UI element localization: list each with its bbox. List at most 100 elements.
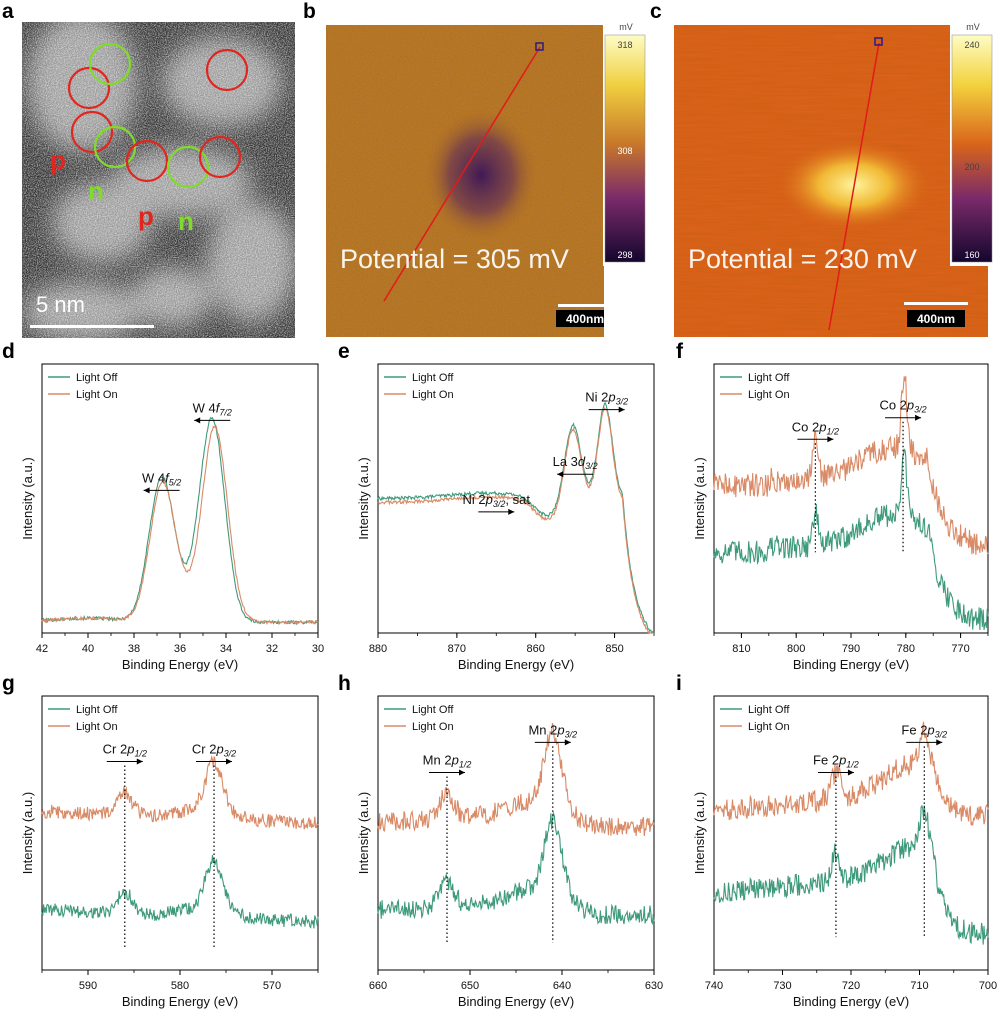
p-region-circle <box>205 48 249 92</box>
legend-label-on: Light On <box>76 721 118 733</box>
p-label: p <box>138 201 154 231</box>
legend-label-on: Light On <box>412 721 454 733</box>
x-tick-label: 40 <box>82 643 94 655</box>
xps-chart-co2p: 810 800 790 780 770 Binding Energy (eV) Intens… <box>692 363 989 672</box>
x-tick-label: 32 <box>266 643 278 655</box>
series-light-on <box>713 721 989 826</box>
peak-label: Ni 2p3/2, sat <box>463 492 531 509</box>
shift-arrow-head <box>618 406 625 413</box>
panel-letter-d: d <box>2 340 15 363</box>
plot-frame <box>41 363 319 634</box>
panel-letter-e: e <box>338 340 350 363</box>
peak-label: Cr 2p1/2 <box>103 742 147 759</box>
scale-bar-label: 400nm <box>566 312 604 326</box>
svg-text:160: 160 <box>964 250 979 260</box>
y-axis-label: Intensity (a.u.) <box>356 457 371 539</box>
svg-text:318: 318 <box>617 40 632 50</box>
xps-chart-mn2p: 660 650 640 630 Binding Energy (eV) Intensity… <box>356 695 663 1009</box>
series-light-on <box>41 425 319 626</box>
kpfm-map-c: Potential = 230 mV 400nm <box>674 25 988 337</box>
potential-label: Potential = 230 mV <box>688 244 917 274</box>
x-tick-label: 740 <box>705 980 723 992</box>
x-tick-label: 700 <box>979 980 997 992</box>
shift-arrow-head <box>936 739 943 746</box>
x-tick-label: 790 <box>842 643 860 655</box>
shift-arrow-head <box>194 417 201 424</box>
x-tick-label: 36 <box>174 643 186 655</box>
x-tick-label: 710 <box>910 980 928 992</box>
line-profile <box>828 42 880 331</box>
x-axis-label: Binding Energy (eV) <box>793 657 909 672</box>
x-tick-label: 810 <box>732 643 750 655</box>
panel-letter-h: h <box>338 672 351 695</box>
scale-bar <box>30 325 154 328</box>
x-axis-label: Binding Energy (eV) <box>122 994 238 1009</box>
panel-letter-g: g <box>2 672 15 695</box>
shift-arrow-head <box>143 487 150 494</box>
scale-bar-label: 400nm <box>917 312 955 326</box>
y-axis-label: Intensity (a.u.) <box>20 792 35 874</box>
stem-image: p n p n 5 nm <box>22 22 295 338</box>
legend-label-on: Light On <box>412 389 454 401</box>
x-tick-label: 720 <box>842 980 860 992</box>
x-axis-label: Binding Energy (eV) <box>793 994 909 1009</box>
n-label: n <box>88 176 104 206</box>
x-axis-label: Binding Energy (eV) <box>458 994 574 1009</box>
legend-label-off: Light Off <box>412 372 454 384</box>
plot-frame <box>377 695 655 971</box>
shift-arrow-head <box>226 758 233 765</box>
legend-label-off: Light Off <box>748 704 790 716</box>
svg-text:240: 240 <box>964 40 979 50</box>
x-tick-label: 590 <box>79 980 97 992</box>
shift-arrow-head <box>847 769 854 776</box>
series-light-off <box>713 804 989 945</box>
peak-label: La 3d3/2 <box>553 454 598 471</box>
svg-text:200: 200 <box>964 162 979 172</box>
n-region-circle <box>93 125 137 169</box>
series-light-on <box>377 407 654 635</box>
xps-chart-w4f: 42 40 38 36 34 32 30 Binding Energy (eV) Intensi… <box>20 363 324 672</box>
x-tick-label: 780 <box>897 643 915 655</box>
peak-label: Fe 2p1/2 <box>813 753 859 770</box>
y-axis-label: Intensity (a.u.) <box>356 792 371 874</box>
x-tick-label: 770 <box>951 643 969 655</box>
peak-label: Mn 2p3/2 <box>528 722 577 739</box>
svg-text:308: 308 <box>617 146 632 156</box>
x-tick-label: 880 <box>369 643 387 655</box>
panel-letter-a: a <box>2 0 14 23</box>
peak-label: W 4f7/2 <box>193 400 232 417</box>
panel-letter-b: b <box>303 0 316 23</box>
x-tick-label: 870 <box>448 643 466 655</box>
p-region-circle <box>125 139 169 183</box>
scale-bar <box>904 302 968 305</box>
n-region-circle <box>88 42 132 86</box>
svg-text:mV: mV <box>966 22 980 32</box>
panel-letter-i: i <box>676 672 682 695</box>
shift-arrow-head <box>827 436 834 443</box>
xps-chart-cr2p: 590 580 570 Binding Energy (eV) Intensity (a… <box>20 695 319 1009</box>
potential-label: Potential = 305 mV <box>340 244 569 274</box>
series-light-off <box>377 810 655 926</box>
peak-label: Co 2p3/2 <box>879 398 926 415</box>
svg-text:mV: mV <box>619 22 633 32</box>
p-label: p <box>50 145 66 175</box>
x-tick-label: 630 <box>645 980 663 992</box>
x-tick-label: 860 <box>527 643 545 655</box>
n-label: n <box>178 206 194 236</box>
legend-label-off: Light Off <box>748 372 790 384</box>
line-profile <box>383 46 541 302</box>
plot-frame <box>713 363 989 634</box>
peak-label: Fe 2p3/2 <box>901 722 947 739</box>
shift-arrow-head <box>915 414 922 421</box>
peak-label: Co 2p1/2 <box>792 419 839 436</box>
series-light-on <box>41 755 319 830</box>
series-light-on <box>713 376 989 555</box>
y-axis-label: Intensity (a.u.) <box>692 792 707 874</box>
kpfm-map-b: Potential = 305 mV 400nm <box>326 25 614 337</box>
series-light-off <box>41 854 319 929</box>
svg-text:298: 298 <box>617 250 632 260</box>
x-tick-label: 570 <box>263 980 281 992</box>
colorbar-b: mV 318 308 298 <box>603 18 649 266</box>
legend-label-on: Light On <box>748 721 790 733</box>
series-light-off <box>41 416 319 626</box>
